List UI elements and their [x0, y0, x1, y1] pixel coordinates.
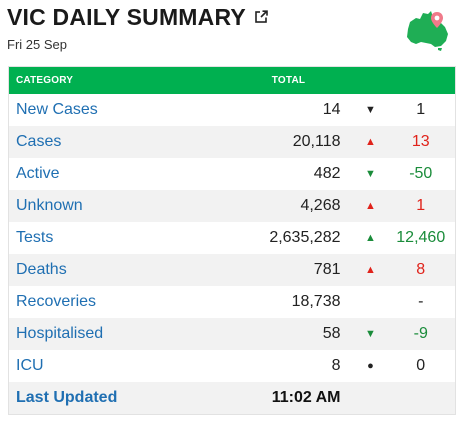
- last-updated-label[interactable]: Last Updated: [8, 382, 223, 415]
- column-header-arrow: [354, 66, 387, 94]
- trend-arrow-icon: [355, 286, 387, 318]
- change-value: 13: [386, 126, 456, 158]
- total-value: 2,635,282: [269, 229, 341, 246]
- column-header-change: [386, 66, 456, 94]
- total-value: 14: [322, 101, 341, 118]
- australia-map-pin-icon: [404, 9, 450, 56]
- total-value: 8: [331, 357, 341, 374]
- trend-arrow-icon: ●: [367, 360, 374, 372]
- category-tests[interactable]: Tests: [16, 229, 54, 246]
- last-updated-row: Last Updated 11:02 AM: [8, 382, 456, 415]
- last-updated-value: 11:02 AM: [222, 382, 355, 415]
- table-header-row: CATEGORY TOTAL: [8, 66, 456, 94]
- date-label: Fri 25 Sep: [7, 37, 67, 52]
- category-unknown[interactable]: Unknown: [8, 190, 223, 222]
- empty-cell: [386, 382, 456, 415]
- trend-arrow-icon: ▼: [354, 318, 387, 350]
- table-row: Unknown 4,268 ▲ 1: [8, 190, 456, 222]
- page-title: VIC DAILY SUMMARY: [7, 4, 268, 31]
- total-value: 58: [222, 318, 355, 350]
- trend-arrow-icon: ▲: [365, 232, 376, 244]
- widget-header: VIC DAILY SUMMARY Fri 25 Sep: [0, 0, 465, 64]
- category-hospitalised[interactable]: Hospitalised: [8, 318, 223, 350]
- trend-arrow-icon: ▲: [354, 254, 387, 286]
- column-header-category: CATEGORY: [8, 66, 223, 94]
- column-header-total: TOTAL: [222, 66, 355, 94]
- table-row: Deaths 781 ▲ 8: [8, 254, 456, 286]
- external-link-icon[interactable]: [255, 2, 268, 29]
- summary-table: CATEGORY TOTAL New Cases 14 ▼ 1 Cases 20,118 ▲…: [8, 66, 456, 415]
- empty-cell: [354, 382, 387, 415]
- table-row: Cases 20,118 ▲ 13: [8, 126, 456, 158]
- table-row: ICU 8 ● 0: [9, 350, 456, 382]
- total-value: 482: [313, 165, 341, 182]
- category-recoveries[interactable]: Recoveries: [16, 293, 97, 310]
- change-value: 0: [416, 357, 426, 374]
- trend-arrow-icon: ▲: [354, 126, 387, 158]
- category-new-cases[interactable]: New Cases: [16, 101, 98, 118]
- trend-arrow-icon: ▼: [365, 104, 376, 116]
- total-value: 18,738: [291, 293, 341, 310]
- table-row: Active 482 ▼ -50: [9, 158, 456, 190]
- table-row: Recoveries 18,738 -: [9, 286, 456, 318]
- change-value: -: [418, 293, 424, 310]
- category-active[interactable]: Active: [16, 165, 60, 182]
- change-value: 8: [386, 254, 456, 286]
- change-value: 1: [386, 190, 456, 222]
- category-deaths[interactable]: Deaths: [8, 254, 223, 286]
- total-value: 4,268: [222, 190, 355, 222]
- change-value: -50: [409, 165, 433, 182]
- table-row: New Cases 14 ▼ 1: [9, 94, 456, 126]
- table-row: Hospitalised 58 ▼ -9: [8, 318, 456, 350]
- trend-arrow-icon: ▼: [365, 168, 376, 180]
- trend-arrow-icon: ▲: [354, 190, 387, 222]
- change-value: 1: [416, 101, 426, 118]
- category-cases[interactable]: Cases: [8, 126, 223, 158]
- change-value: 12,460: [396, 229, 446, 246]
- table-row: Tests 2,635,282 ▲ 12,460: [9, 222, 456, 254]
- total-value: 781: [222, 254, 355, 286]
- category-icu[interactable]: ICU: [16, 357, 44, 374]
- change-value: -9: [386, 318, 456, 350]
- total-value: 20,118: [222, 126, 355, 158]
- title-text: VIC DAILY SUMMARY: [7, 4, 246, 30]
